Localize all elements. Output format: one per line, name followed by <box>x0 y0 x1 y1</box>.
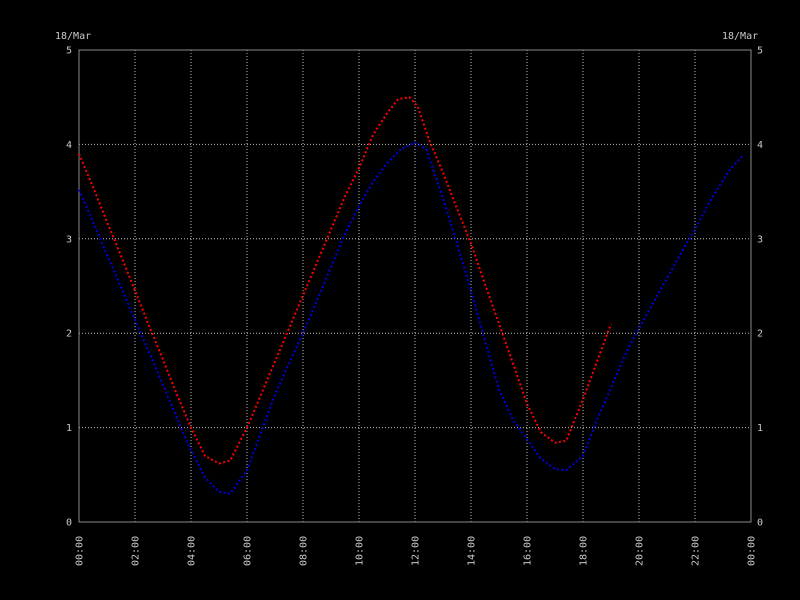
y-tick-label-right: 3 <box>757 234 763 245</box>
y-tick-label-left: 4 <box>66 140 72 151</box>
x-tick-label: 00:00 <box>747 536 758 566</box>
y-tick-label-right: 4 <box>757 140 763 151</box>
x-tick-label: 00:00 <box>75 536 86 566</box>
x-tick-label: 12:00 <box>411 536 422 566</box>
x-tick-label: 06:00 <box>243 536 254 566</box>
date-label-left: 18/Mar <box>55 31 92 42</box>
y-tick-label-left: 5 <box>66 46 72 57</box>
y-tick-label-left: 0 <box>66 518 72 529</box>
x-tick-label: 16:00 <box>523 536 534 566</box>
x-tick-label: 10:00 <box>355 536 366 566</box>
y-tick-label-right: 0 <box>757 518 763 529</box>
y-tick-label-left: 2 <box>66 329 72 340</box>
red-series <box>78 96 612 465</box>
x-tick-label: 02:00 <box>131 536 142 566</box>
blue-series <box>78 141 744 495</box>
x-tick-label: 20:00 <box>635 536 646 566</box>
date-label-right: 18/Mar <box>722 31 759 42</box>
y-tick-label-left: 1 <box>66 423 72 434</box>
y-tick-label-left: 3 <box>66 234 72 245</box>
plot-frame <box>78 49 752 523</box>
x-tick-label: 22:00 <box>691 536 702 566</box>
y-tick-label-right: 1 <box>757 423 763 434</box>
x-tick-label: 14:00 <box>467 536 478 566</box>
x-tick-label: 08:00 <box>299 536 310 566</box>
x-tick-label: 18:00 <box>579 536 590 566</box>
x-tick-label: 04:00 <box>187 536 198 566</box>
y-tick-label-right: 5 <box>757 46 763 57</box>
y-tick-label-right: 2 <box>757 329 763 340</box>
